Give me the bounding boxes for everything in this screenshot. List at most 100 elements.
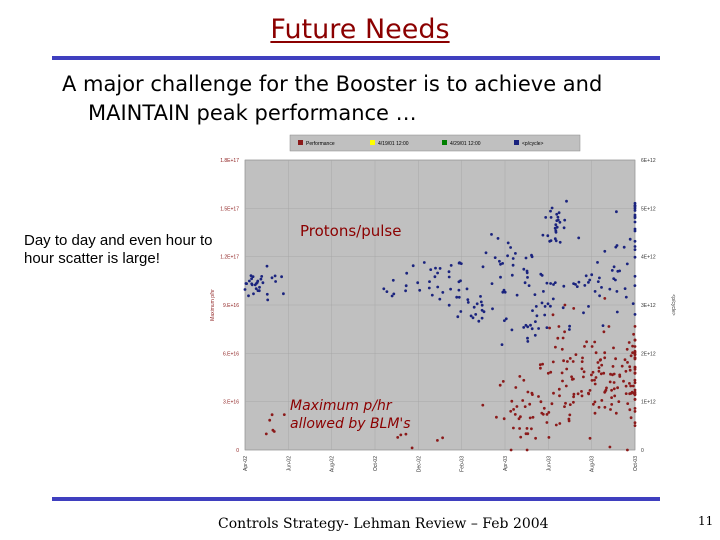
point-maxrate bbox=[633, 352, 637, 356]
point-protons bbox=[588, 278, 592, 282]
point-maxrate bbox=[613, 394, 617, 398]
point-protons bbox=[411, 264, 415, 268]
point-protons bbox=[583, 284, 587, 287]
legend-label: 4/19/01 12:00 bbox=[378, 141, 409, 147]
point-protons bbox=[584, 274, 588, 278]
point-protons bbox=[582, 311, 585, 315]
page-number: 11 bbox=[698, 514, 714, 528]
point-maxrate bbox=[626, 361, 629, 364]
point-protons bbox=[549, 282, 552, 285]
point-maxrate bbox=[495, 415, 498, 419]
x-axis-ticks: Apr-02 Jun-02 Aug-02 Oct-02 Dec-02 Feb-03 Apr-… bbox=[243, 456, 639, 472]
point-maxrate bbox=[556, 336, 560, 340]
point-maxrate bbox=[612, 381, 616, 384]
point-maxrate bbox=[594, 376, 598, 379]
point-protons bbox=[422, 261, 426, 264]
point-maxrate bbox=[498, 383, 502, 387]
point-maxrate bbox=[625, 347, 629, 351]
x-tick-label: Feb-03 bbox=[460, 456, 466, 472]
legend-swatch bbox=[442, 140, 447, 145]
point-protons bbox=[391, 278, 395, 282]
point-protons bbox=[558, 220, 562, 224]
point-protons bbox=[427, 286, 431, 290]
point-maxrate bbox=[627, 341, 631, 344]
point-protons bbox=[535, 314, 539, 318]
left-axis-ticks: 0 3.E+16 6.E+16 9.E+16 1.2E+17 1.5E+17 1.8E+17 bbox=[220, 158, 239, 454]
point-maxrate bbox=[519, 435, 523, 439]
point-maxrate bbox=[515, 405, 519, 408]
point-protons bbox=[496, 237, 500, 240]
point-maxrate bbox=[599, 358, 602, 362]
point-protons bbox=[273, 274, 277, 278]
point-maxrate bbox=[632, 332, 635, 336]
point-protons bbox=[469, 314, 473, 318]
point-maxrate bbox=[610, 403, 614, 406]
legend-swatch bbox=[370, 140, 375, 145]
point-protons bbox=[484, 251, 488, 255]
point-protons bbox=[477, 319, 481, 323]
point-protons bbox=[575, 285, 579, 288]
point-maxrate bbox=[528, 402, 532, 406]
point-maxrate bbox=[604, 388, 608, 392]
point-maxrate bbox=[268, 418, 272, 422]
point-protons bbox=[458, 261, 461, 265]
point-protons bbox=[600, 286, 603, 289]
point-protons bbox=[522, 267, 526, 271]
point-maxrate bbox=[481, 403, 485, 407]
point-maxrate bbox=[564, 384, 568, 388]
point-protons bbox=[441, 291, 445, 294]
point-protons bbox=[534, 320, 537, 323]
point-maxrate bbox=[623, 358, 627, 362]
point-maxrate bbox=[537, 395, 540, 398]
point-protons bbox=[514, 252, 517, 255]
point-protons bbox=[503, 290, 507, 294]
y-tick-right: 3E+12 bbox=[641, 303, 656, 309]
legend-swatch bbox=[514, 140, 519, 145]
point-protons bbox=[590, 273, 594, 277]
subtitle-line-2: MAINTAIN peak performance … bbox=[88, 101, 417, 125]
point-protons bbox=[510, 328, 514, 332]
point-protons bbox=[633, 255, 637, 259]
point-maxrate bbox=[617, 400, 621, 403]
point-maxrate bbox=[582, 370, 586, 374]
point-protons bbox=[255, 281, 259, 284]
point-maxrate bbox=[525, 427, 529, 430]
y-tick-right: 4E+12 bbox=[641, 255, 656, 261]
point-protons bbox=[474, 313, 478, 316]
point-maxrate bbox=[510, 399, 514, 403]
point-maxrate bbox=[633, 388, 637, 392]
point-protons bbox=[527, 284, 531, 287]
legend-label: <p/cycle> bbox=[522, 141, 543, 147]
point-protons bbox=[625, 262, 629, 266]
point-maxrate bbox=[528, 416, 532, 420]
point-protons bbox=[615, 290, 619, 293]
point-maxrate bbox=[631, 384, 635, 388]
point-maxrate bbox=[509, 409, 513, 413]
point-maxrate bbox=[603, 356, 607, 360]
point-protons bbox=[541, 233, 545, 237]
point-maxrate bbox=[629, 384, 633, 388]
point-protons bbox=[449, 287, 452, 291]
point-maxrate bbox=[570, 375, 573, 379]
point-protons bbox=[615, 210, 618, 214]
point-protons bbox=[466, 298, 470, 301]
point-protons bbox=[551, 297, 555, 301]
point-protons bbox=[511, 257, 515, 260]
point-protons bbox=[543, 305, 547, 308]
point-protons bbox=[434, 266, 437, 270]
point-protons bbox=[550, 206, 554, 210]
point-maxrate bbox=[539, 400, 543, 404]
point-maxrate bbox=[614, 411, 618, 415]
point-protons bbox=[546, 234, 550, 238]
point-protons bbox=[529, 323, 532, 327]
point-protons bbox=[258, 285, 261, 289]
point-maxrate bbox=[514, 386, 518, 389]
annotation-blm-line-2: allowed by BLM's bbox=[290, 416, 411, 432]
point-maxrate bbox=[563, 405, 566, 408]
point-protons bbox=[608, 287, 612, 291]
point-maxrate bbox=[549, 370, 553, 374]
point-protons bbox=[436, 271, 439, 275]
point-protons bbox=[534, 305, 538, 308]
point-protons bbox=[447, 303, 451, 307]
gridlines bbox=[244, 159, 636, 451]
